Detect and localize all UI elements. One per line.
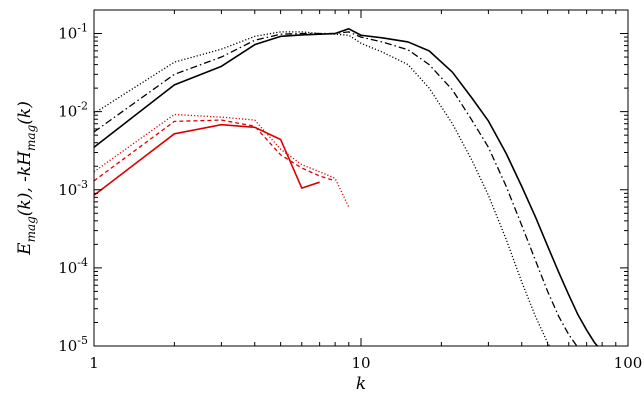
- series-line-3: [94, 31, 551, 346]
- y-tick-label: 10-1: [58, 22, 88, 43]
- x-axis-label: k: [356, 374, 366, 394]
- plot-frame: [93, 9, 629, 347]
- y-tick-label: 10-5: [58, 334, 88, 355]
- y-tick-label: 10-3: [58, 178, 88, 199]
- x-tick-label: 1: [89, 354, 99, 372]
- series-line-4: [94, 123, 320, 196]
- series-line-6: [94, 113, 350, 208]
- series-line-2: [94, 31, 578, 346]
- y-axis-label: Emag(k), -kHmag(k): [15, 101, 38, 256]
- y-tick-label: 10-4: [58, 256, 88, 277]
- series-line-1: [94, 27, 599, 346]
- series-line-5: [94, 119, 336, 182]
- labels-layer: k Emag(k), -kHmag(k): [15, 101, 366, 394]
- axes-layer: [93, 9, 629, 347]
- x-tick-label: 10: [351, 354, 370, 372]
- ticks-layer: 1 10 100 10-5 10-4 10-3 10-2 10-1: [58, 10, 642, 372]
- x-tick-label: 100: [614, 354, 643, 372]
- y-tick-label: 10-2: [58, 100, 88, 121]
- series-layer: [94, 27, 599, 346]
